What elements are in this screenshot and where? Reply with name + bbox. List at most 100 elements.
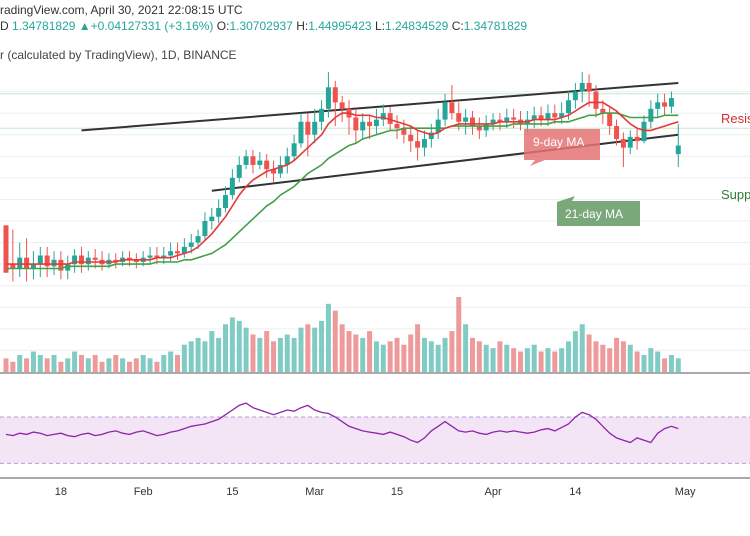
volume-bar [277,337,283,372]
volume-bar [78,354,84,372]
candle-body [195,236,201,243]
candle-body [154,255,160,258]
candle-body [312,121,318,135]
candle-body [319,108,325,122]
candle-body [298,121,304,144]
candle-body [188,242,194,247]
volume-bar [545,348,551,372]
candle-body [394,123,400,129]
candle-body [634,136,640,142]
volume-bar [154,361,160,372]
volume-bar [518,351,523,372]
volume-bar [463,324,469,372]
candle-body [675,145,681,155]
ma9-callout: 9-day MA [524,129,600,166]
volume-bar [339,324,345,372]
volume-bar [17,354,23,372]
volume-bar [483,344,489,372]
candle-body [641,121,647,142]
high-value: 1.44995423 [308,19,372,33]
rsi-indicator [5,402,679,444]
candle-body [65,264,71,271]
low-value: 1.24834529 [384,19,449,33]
volume-bar [175,354,180,372]
candle-body [373,119,379,127]
x-tick-label: 15 [226,486,238,498]
volume-bar [85,358,91,372]
candle-body [476,126,482,131]
ohlc-prefix: D [0,19,9,33]
x-tick-label: Apr [484,486,501,498]
volume-bar [442,337,448,372]
x-axis: 18 Feb 15 Mar 15 Apr 14 May [55,486,696,498]
volume-bar [572,331,578,372]
price-channel [81,81,679,192]
candle-body [126,257,132,260]
x-tick-label: Mar [305,486,324,498]
close-label: C: [451,19,464,33]
candle-body [442,102,448,120]
annotations: Resis Supp 9-day MA 21-day MA [524,111,750,226]
candle-body [17,257,23,269]
channel-upper-line [81,81,679,132]
price-change: +0.04127331 (+3.16%) [90,19,214,33]
candle-body [216,208,222,217]
candle-body [614,126,620,140]
candle-body [497,119,503,122]
support-label: Supp [721,187,750,202]
candle-body [250,156,256,165]
candle-body [44,255,50,267]
volume-bar [24,358,30,372]
candle-body [620,139,626,148]
candle-body [463,117,469,122]
volume-bar [641,354,647,372]
candle-body [271,169,277,174]
volume-bar [394,337,400,372]
candle-body [566,100,572,114]
candle-body [58,259,64,271]
candle-body [531,115,537,120]
open-label: O: [216,19,230,33]
ma9-line [6,101,679,265]
candle-body [85,257,91,265]
volume-bar [209,331,215,372]
volume-bar [469,337,475,372]
source-line: radingView.com, April 30, 2021 22:08:15 … [0,3,243,17]
open-value: 1.30702937 [229,19,293,33]
volume-bar [675,358,681,372]
volume-bar [51,354,57,372]
volume-bar [600,344,606,372]
volume-bar [298,327,304,372]
candle-body [243,156,249,165]
volume-bar [559,348,565,372]
volume-bar [346,331,352,372]
volume-bar [147,358,153,372]
candle-body [168,251,174,256]
candle-body [380,113,386,120]
volume-bar [106,358,112,372]
volume-bar [3,358,9,372]
candle-body [579,82,585,92]
candle-body [353,117,359,131]
volume-bar [428,341,434,372]
volume-bar [421,337,427,372]
candle-body [593,91,599,109]
volume-bar [627,344,633,372]
volume-bar [620,341,626,372]
x-tick-label: 15 [391,486,403,498]
volume-bar [415,324,421,372]
candle-body [229,177,235,196]
volume-bar [387,341,393,372]
candle-body [284,156,290,165]
volume-bar [373,341,379,372]
volume-bar [579,324,585,372]
volume-bar [37,354,43,372]
volume-bar [566,341,572,372]
volume-bar [113,354,119,372]
volume-bar [662,358,668,372]
volume-bar [593,341,599,372]
candle-body [133,259,139,262]
candle-body [559,113,565,118]
rsi-band-fill [0,417,750,464]
